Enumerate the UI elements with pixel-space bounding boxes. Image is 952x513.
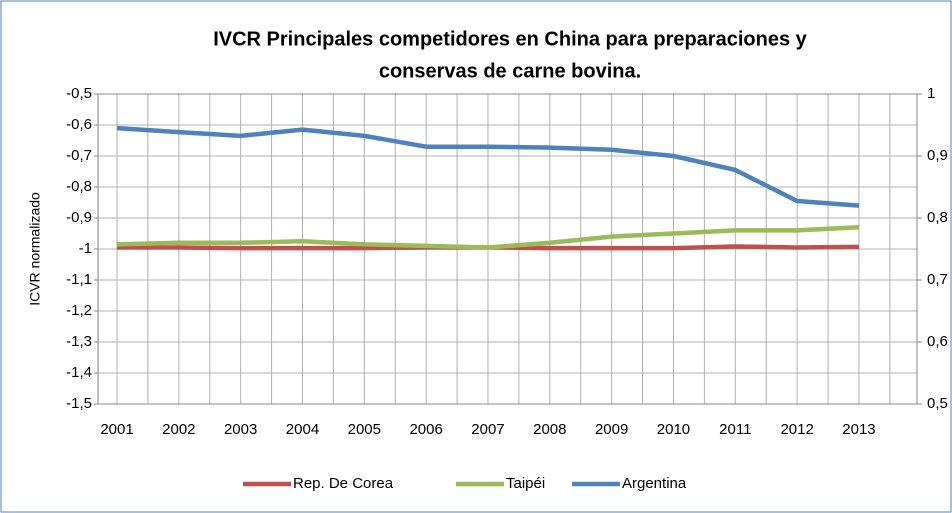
legend-label: Rep. De Corea [293,475,394,492]
x-tick-label: 2008 [533,421,566,438]
x-tick-label: 2001 [100,421,133,438]
y-tick-label: -0,6 [66,116,92,133]
x-tick-label: 2007 [471,421,504,438]
legend-label: Taipéi [506,475,545,492]
y2-tick-label: 0,7 [927,271,948,288]
series-line [116,125,860,208]
x-tick-label: 2004 [286,421,319,438]
x-tick-label: 2006 [409,421,442,438]
y2-tick-label: 1 [927,85,935,102]
x-tick-label: 2013 [842,421,875,438]
y2-tick-label: 0,6 [927,333,948,350]
y-tick-label: -0,9 [66,209,92,226]
chart-title: IVCR Principales competidores en China p… [213,28,807,50]
y-tick-label: -1,3 [66,333,92,350]
y-tick-label: -1,2 [66,302,92,319]
x-tick-label: 2011 [719,421,751,438]
legend-label: Argentina [622,475,687,492]
x-tick-label: 2005 [348,421,381,438]
x-tick-label: 2009 [595,421,628,438]
y2-tick-label: 0,8 [927,209,948,226]
x-tick-label: 2002 [162,421,195,438]
y-tick-label: -1,5 [66,395,92,412]
y2-tick-label: 0,9 [927,147,948,164]
y-tick-label: -1,4 [66,364,92,381]
series-line [116,225,860,250]
x-tick-label: 2012 [780,421,813,438]
y-tick-label: -1,1 [66,271,92,288]
y-tick-label: -0,5 [66,85,92,102]
y-axis-label: ICVR normalizado [27,192,43,306]
y-tick-label: -0,8 [66,178,92,195]
chart-title: conservas de carne bovina. [379,60,641,82]
y-tick-label: -0,7 [66,147,92,164]
plot-frame [97,93,918,405]
x-tick-label: 2003 [224,421,257,438]
y-tick-label: -1 [79,240,92,257]
y2-tick-label: 0,5 [927,395,948,412]
x-tick-label: 2010 [657,421,690,438]
